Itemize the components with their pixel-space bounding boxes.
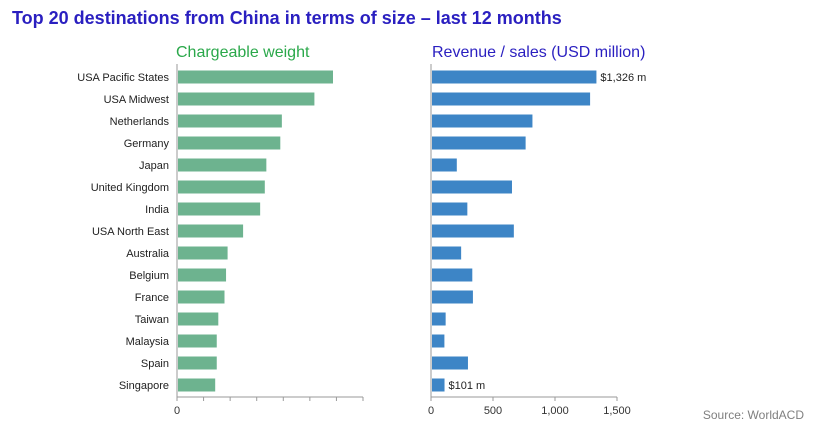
left-x-tick-label: 0 [174, 405, 180, 417]
weight-bar [178, 114, 282, 128]
category-label: Taiwan [135, 314, 169, 326]
revenue-bar [432, 378, 445, 392]
category-label: United Kingdom [91, 182, 169, 194]
weight-bar [178, 290, 225, 304]
left-chart-title: Chargeable weight [176, 44, 310, 61]
revenue-bar [432, 246, 462, 260]
category-label: Netherlands [110, 116, 170, 128]
revenue-bar [432, 334, 445, 348]
category-label: India [145, 204, 170, 216]
category-label: Singapore [119, 380, 169, 392]
right-x-tick-label: 0 [428, 405, 434, 417]
weight-bar [178, 246, 228, 260]
category-label: Japan [139, 160, 169, 172]
revenue-bar [432, 70, 597, 84]
weight-bar [178, 268, 227, 282]
revenue-bar [432, 356, 468, 370]
revenue-bar [432, 158, 457, 172]
category-label: Belgium [129, 270, 169, 282]
revenue-bar [432, 312, 446, 326]
revenue-bar [432, 290, 473, 304]
revenue-bar [432, 202, 468, 216]
page-title: Top 20 destinations from China in terms … [12, 8, 562, 28]
weight-bar [178, 312, 219, 326]
weight-bar [178, 334, 217, 348]
weight-bar [178, 180, 265, 194]
revenue-data-label: $1,326 m [600, 72, 646, 84]
revenue-data-label: $101 m [449, 380, 486, 392]
weight-bar [178, 378, 216, 392]
right-chart-title: Revenue / sales (USD million) [432, 44, 646, 61]
weight-bar [178, 70, 333, 84]
right-x-tick-label: 500 [484, 405, 502, 417]
right-x-tick-label: 1,500 [603, 405, 631, 417]
weight-bar [178, 356, 217, 370]
revenue-bar [432, 224, 514, 238]
category-label: Australia [126, 248, 170, 260]
category-label: Spain [141, 358, 169, 370]
category-label: France [135, 292, 169, 304]
weight-bar [178, 224, 244, 238]
category-label: USA Pacific States [77, 72, 169, 84]
category-label: Malaysia [126, 336, 170, 348]
weight-bar [178, 202, 261, 216]
revenue-bar [432, 268, 473, 282]
revenue-bar [432, 92, 591, 106]
category-label: USA Midwest [104, 94, 169, 106]
source-note: Source: WorldACD [702, 408, 804, 422]
weight-bar [178, 92, 315, 106]
right-x-tick-label: 1,000 [541, 405, 569, 417]
weight-bar [178, 158, 267, 172]
revenue-bar [432, 180, 512, 194]
category-label: Germany [124, 138, 170, 150]
revenue-bar [432, 136, 526, 150]
weight-bar [178, 136, 281, 150]
category-label: USA North East [92, 226, 169, 238]
revenue-bar [432, 114, 533, 128]
